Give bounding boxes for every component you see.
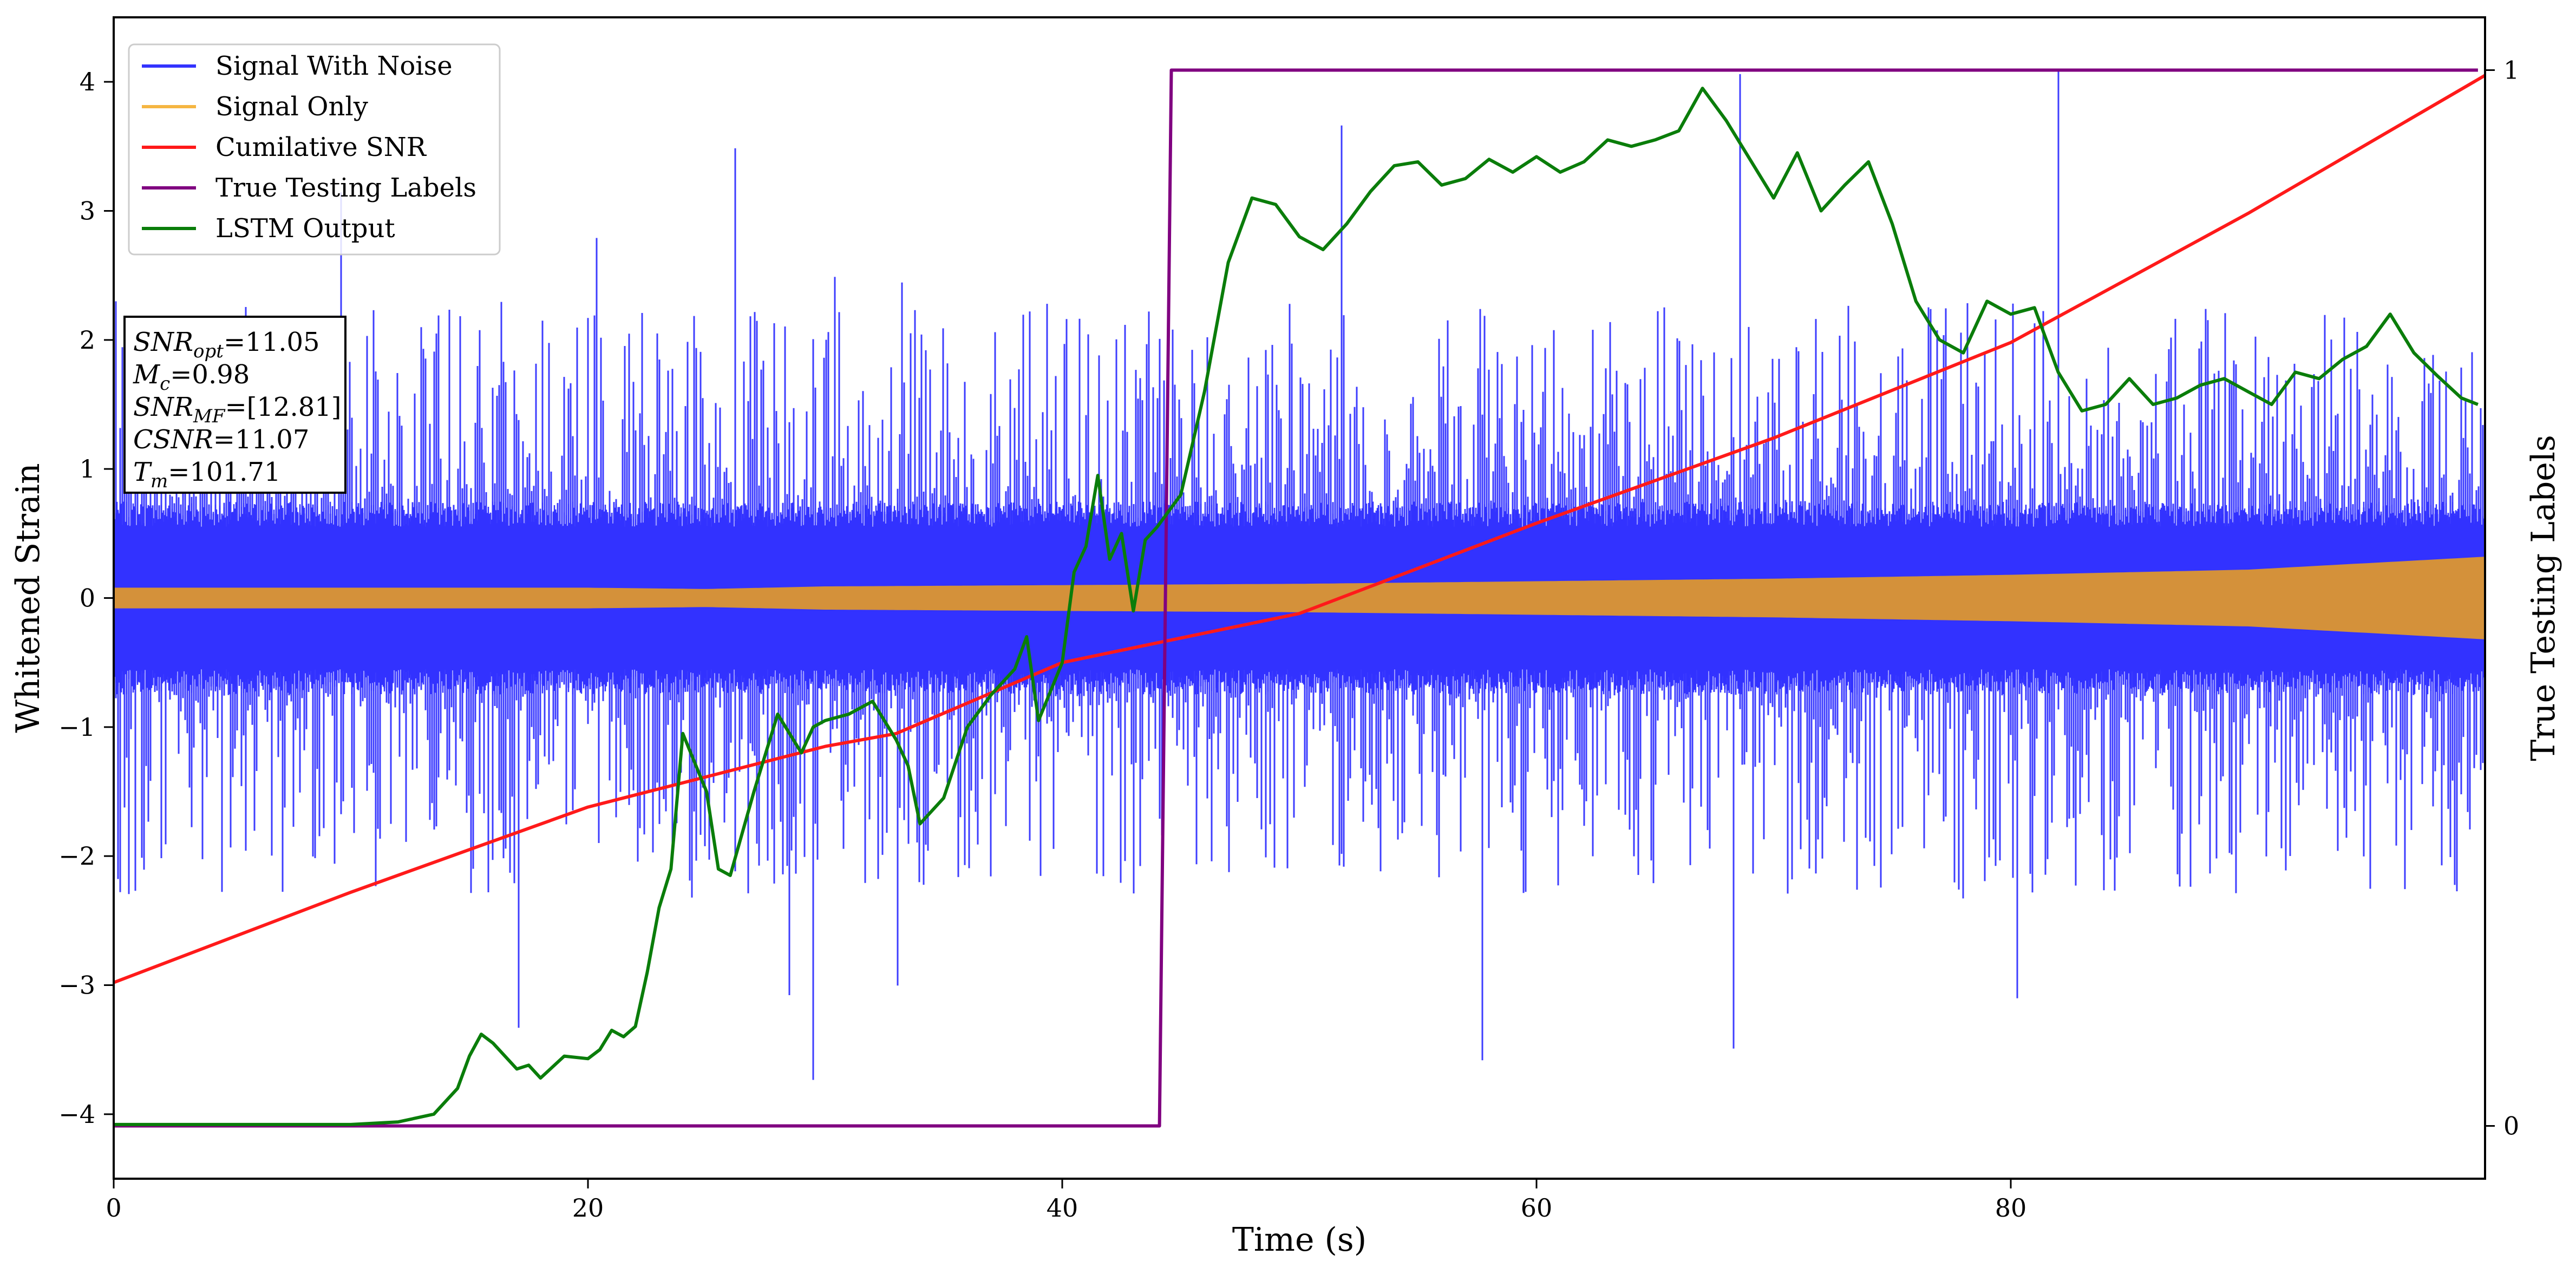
y-tick-label: −1: [58, 713, 95, 742]
y2-axis-label: True Testing Labels: [2525, 435, 2562, 761]
legend-entry: Signal Only: [215, 92, 368, 122]
y-tick-label: −2: [58, 841, 95, 871]
y-tick-label: −3: [58, 971, 95, 1000]
x-tick-label: 60: [1521, 1193, 1553, 1223]
y-tick-label: −4: [58, 1100, 95, 1129]
annotation-line: SNRMF=[12.81]: [133, 392, 342, 427]
x-tick-label: 80: [1995, 1193, 2027, 1223]
y-tick-label: 2: [80, 325, 95, 355]
y2-tick-label: 1: [2503, 56, 2519, 85]
annotation-line: CSNR=11.07: [133, 424, 309, 455]
y-tick-label: 4: [80, 67, 95, 96]
annotation-line: Mc=0.98: [133, 360, 250, 395]
plot-area: [114, 68, 2485, 1128]
legend-entry: Signal With Noise: [215, 51, 453, 81]
y-tick-label: 1: [80, 454, 95, 484]
y-tick-label: 3: [80, 197, 95, 226]
annotation-frame: [123, 316, 346, 494]
annotation-line: SNRopt=11.05: [133, 327, 320, 362]
legend-frame: [128, 43, 501, 256]
y-tick-label: 0: [80, 584, 95, 613]
series-cumilative-snr: [114, 74, 2485, 984]
y2-tick-label: 0: [2503, 1112, 2519, 1141]
annotation-box: SNRopt=11.05Mc=0.98SNRMF=[12.81]CSNR=11.…: [123, 316, 346, 494]
legend: Signal With Noise Signal Only Cumilative S…: [128, 43, 501, 256]
x-tick-label: 20: [572, 1193, 604, 1223]
series-signal-only: [114, 557, 2485, 639]
legend-entry: LSTM Output: [215, 213, 395, 244]
legend-entry: True Testing Labels: [215, 173, 476, 203]
legend-entry: Cumilative SNR: [215, 132, 427, 162]
annotation-line: Tm=101.71: [133, 457, 280, 492]
series-lstm-output: [114, 87, 2479, 1126]
x-tick-label: 0: [106, 1193, 121, 1223]
series-true-testing-labels: [114, 68, 2478, 1128]
x-axis-label: Time (s): [1232, 1221, 1367, 1259]
x-tick-label: 40: [1047, 1193, 1078, 1223]
y-axis-label: Whitened Strain: [9, 463, 47, 733]
